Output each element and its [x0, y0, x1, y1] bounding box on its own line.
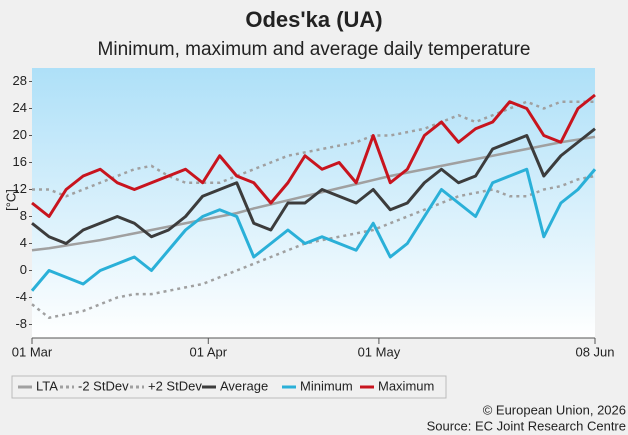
x-tick-label: 08 Jun	[575, 344, 614, 359]
x-tick-label: 01 Mar	[12, 344, 53, 359]
x-tick-label: 01 Apr	[189, 344, 227, 359]
series-line	[31, 135, 596, 252]
legend-box	[11, 375, 447, 399]
series-line	[31, 93, 596, 218]
series-line	[32, 100, 595, 198]
y-tick-label: 20	[13, 127, 27, 142]
note: Source: EC Joint Research Centre	[427, 418, 626, 433]
chart-title: Odes'ka (UA)	[245, 7, 382, 32]
y-tick-label: 8	[20, 208, 27, 223]
legend-label: LTA	[36, 378, 58, 393]
chart-subtitle: Minimum, maximum and average daily tempe…	[98, 39, 531, 60]
y-axis-label: [°C]	[3, 189, 18, 211]
y-tick-label: 24	[13, 100, 27, 115]
y-tick-label: 28	[13, 73, 27, 88]
series-line	[31, 127, 596, 245]
legend-label: Minimum	[300, 378, 353, 393]
series-line	[30, 167, 597, 292]
legend-label: Average	[220, 378, 268, 393]
y-tick-label: -8	[15, 316, 27, 331]
y-tick-label: 16	[13, 154, 27, 169]
legend-label: +2 StDev	[148, 378, 202, 393]
y-tick-label: 0	[20, 262, 27, 277]
y-tick-label: 4	[20, 235, 27, 250]
note: © European Union, 2026	[483, 402, 626, 417]
legend-label: -2 StDev	[78, 378, 129, 393]
x-tick-label: 01 May	[358, 344, 401, 359]
legend-label: Maximum	[378, 378, 434, 393]
y-tick-label: -4	[15, 289, 27, 304]
y-tick-label: 12	[13, 181, 27, 196]
